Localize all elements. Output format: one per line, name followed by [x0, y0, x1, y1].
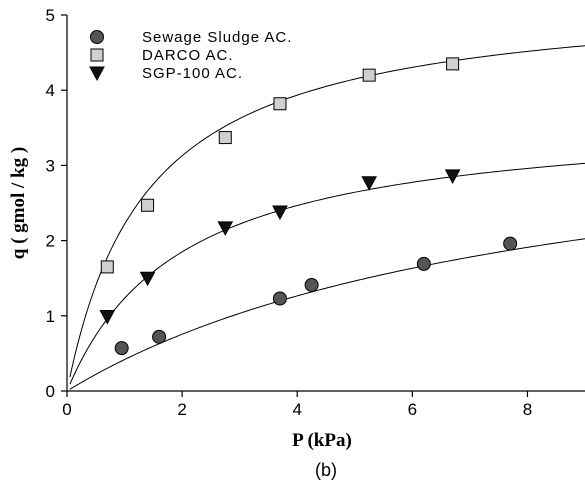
- data-point: [141, 198, 155, 212]
- x-tick-label: 8: [523, 400, 532, 419]
- x-tick-label: 2: [177, 400, 186, 419]
- data-points: [99, 57, 518, 356]
- data-point: [444, 169, 461, 184]
- data-point: [100, 260, 114, 274]
- y-tick-label: 5: [46, 6, 55, 25]
- fit-curve: [69, 238, 585, 390]
- data-point: [362, 68, 376, 82]
- figure-caption: (b): [315, 460, 337, 480]
- x-tick-label: 6: [408, 400, 417, 419]
- fit-curve: [69, 162, 585, 385]
- x-tick-label: 4: [292, 400, 301, 419]
- data-point: [503, 236, 518, 251]
- y-tick-label: 4: [46, 81, 55, 100]
- data-point: [273, 97, 287, 111]
- legend-label: SGP-100 AC.: [142, 65, 243, 82]
- data-point: [218, 131, 232, 145]
- y-tick-label: 2: [46, 232, 55, 251]
- y-tick-label: 3: [46, 156, 55, 175]
- y-tick-label: 0: [46, 382, 55, 401]
- y-tick-label: 1: [46, 307, 55, 326]
- data-point: [139, 271, 156, 287]
- data-point: [99, 310, 116, 325]
- legend-marker: [90, 30, 104, 44]
- data-point: [114, 341, 129, 356]
- y-axis-title: q ( gmol / kg ): [8, 147, 29, 259]
- legend-label: Sewage Sludge AC.: [142, 29, 292, 46]
- data-point: [272, 291, 287, 306]
- x-axis-title: P (kPa): [292, 430, 352, 451]
- fit-curves: [69, 45, 585, 390]
- legend: Sewage Sludge AC.DARCO AC.SGP-100 AC.: [89, 29, 292, 82]
- fit-curve: [69, 45, 585, 378]
- legend-marker: [90, 48, 104, 62]
- data-point: [152, 329, 167, 344]
- data-point: [304, 277, 319, 292]
- legend-marker: [89, 66, 105, 82]
- data-point: [272, 205, 288, 221]
- data-point: [446, 57, 460, 71]
- data-point: [217, 221, 234, 236]
- data-point: [361, 176, 378, 191]
- x-tick-label: 0: [62, 400, 71, 419]
- data-point: [416, 256, 431, 271]
- legend-label: DARCO AC.: [142, 47, 234, 64]
- plot-axes: 0 2 4 6 8 0 1 2 3 4 5: [46, 6, 585, 419]
